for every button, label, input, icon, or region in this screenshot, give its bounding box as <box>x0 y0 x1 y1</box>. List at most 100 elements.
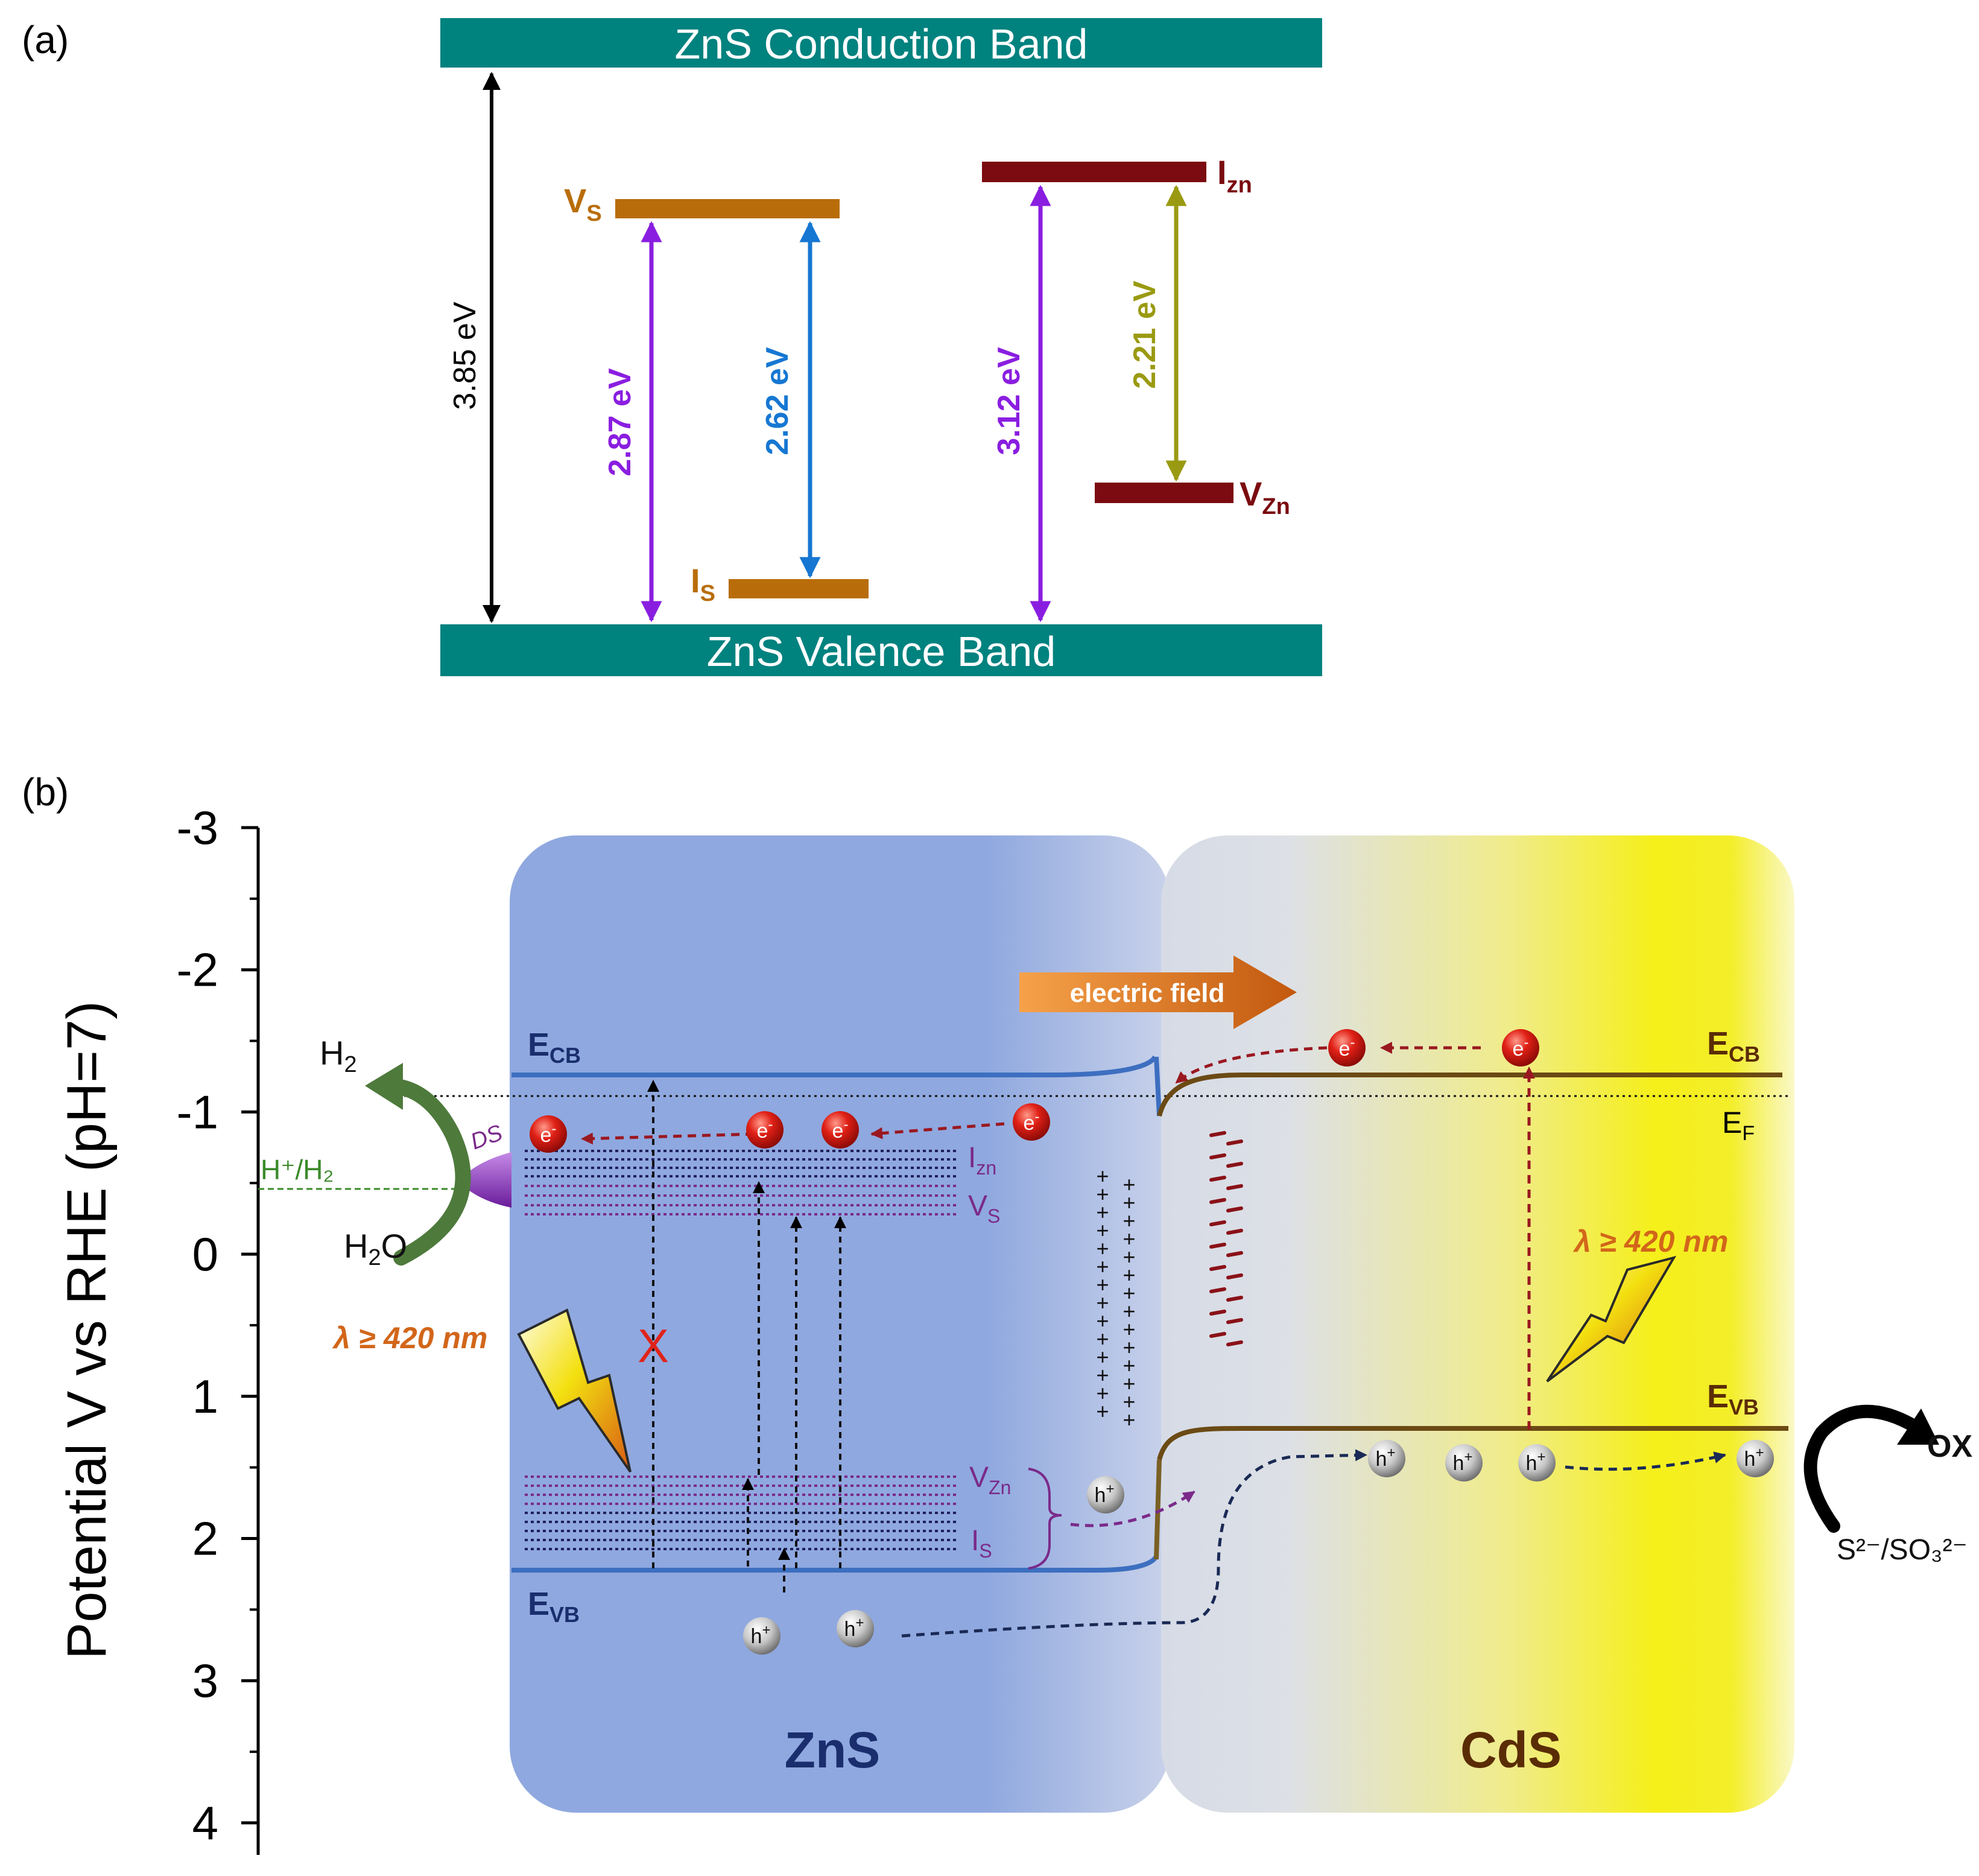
vs-defect-label: VS <box>968 1190 1000 1227</box>
zns-ecb-label: ECB <box>528 1027 581 1068</box>
positive-charge: + <box>1122 1389 1135 1414</box>
reduction-arrow-head <box>365 1063 403 1110</box>
cds-valence-band-edge <box>1157 1426 1788 1461</box>
transition-label-312: 3.12 eV <box>992 347 1027 455</box>
electron-symbol: e- <box>757 1117 773 1142</box>
negative-charge <box>1226 1273 1243 1279</box>
positive-charge: + <box>1122 1172 1135 1197</box>
electron <box>746 1111 784 1149</box>
zns-light-bolt <box>517 1308 632 1473</box>
negative-charge <box>1226 1206 1243 1212</box>
negative-charge <box>1209 1131 1226 1137</box>
vs-level <box>615 199 840 218</box>
panel-b-label: (b) <box>22 770 69 814</box>
positive-charge: + <box>1122 1263 1135 1287</box>
positive-charge: + <box>1096 1326 1109 1351</box>
zns-evb-label: EVB <box>528 1586 580 1627</box>
zns-excitation-arrows <box>647 1080 846 1592</box>
y-tick-label: 2 <box>192 1512 218 1565</box>
positive-charge: + <box>1096 1236 1109 1261</box>
negative-charge <box>1226 1340 1243 1346</box>
space-charge-region: + ++ ++ ++ ++ ++ ++ ++ ++ ++ ++ ++ ++ ++ + <box>1096 1131 1243 1432</box>
negative-charge <box>1209 1153 1226 1159</box>
positive-charge: + <box>1096 1290 1109 1315</box>
junction-valence-step <box>1154 1459 1162 1560</box>
y-tick-label: 1 <box>192 1370 218 1423</box>
positive-charge: + <box>1122 1299 1135 1323</box>
vzn-defect-label: VZn <box>969 1462 1011 1498</box>
vzn-level-label: VZn <box>1240 475 1290 519</box>
positive-charge: + <box>1096 1272 1109 1297</box>
sacrificial-agent-label: S²⁻/SO₃²⁻ <box>1837 1534 1968 1566</box>
positive-charge: + <box>1122 1407 1135 1432</box>
cds-region <box>1161 835 1794 1813</box>
electric-field-arrow <box>1019 955 1297 1029</box>
hole-symbol: h+ <box>1526 1449 1546 1475</box>
positive-charge: + <box>1096 1308 1109 1333</box>
vs-level-label: VS <box>564 182 602 226</box>
fermi-level-label: EF <box>1722 1106 1755 1145</box>
positive-charge: + <box>1122 1371 1135 1396</box>
transition-label-262: 2.62 eV <box>760 347 795 455</box>
electric-field-label: electric field <box>1070 978 1225 1008</box>
electron-symbol: e- <box>1339 1035 1355 1060</box>
h-plus-h2-label: H⁺/H₂ <box>261 1154 334 1185</box>
positive-charge: + <box>1096 1164 1109 1188</box>
electron-symbol: e- <box>832 1117 849 1142</box>
electron <box>1502 1029 1539 1066</box>
negative-charge <box>1226 1139 1243 1146</box>
holes: h+ h+ h+ h+ h+ h+ h+ <box>743 1440 1774 1655</box>
electron-symbol: e- <box>1024 1109 1040 1135</box>
electron-symbol: e- <box>1513 1035 1529 1060</box>
negative-charge <box>1226 1184 1243 1190</box>
electron-symbol: e- <box>540 1121 557 1147</box>
zns-conduction-band-edge <box>511 1055 1157 1077</box>
y-tick-label: -2 <box>177 943 218 997</box>
electron <box>1013 1103 1050 1141</box>
positive-charge: + <box>1096 1345 1109 1369</box>
band-gap-label: 3.85 eV <box>448 302 483 410</box>
electrons: e-e-e-e-e-e- <box>530 1029 1539 1153</box>
cds-material-label: CdS <box>1460 1722 1562 1778</box>
lower-defect-levels <box>525 1475 959 1550</box>
hole-symbol: h+ <box>1095 1481 1115 1507</box>
y-tick-label: -1 <box>177 1085 218 1138</box>
positive-charge: + <box>1096 1182 1109 1206</box>
valence-band-label: ZnS Valence Band <box>707 628 1056 675</box>
cds-light-bolt <box>1546 1255 1677 1383</box>
positive-charge: + <box>1096 1363 1109 1387</box>
y-axis-ticks: -3 -2 -1 0 1 2 3 4 <box>177 801 258 1849</box>
ds-cocatalyst <box>458 1152 511 1208</box>
negative-charge <box>1209 1287 1226 1293</box>
positive-charge: + <box>1096 1254 1109 1279</box>
negative-charge <box>1209 1176 1226 1182</box>
positive-charge: + <box>1122 1244 1135 1269</box>
y-tick-label: -3 <box>177 801 218 854</box>
oxidation-product-label: OX <box>1927 1429 1972 1464</box>
izn-level <box>982 162 1206 182</box>
zns-light-label: λ ≥ 420 nm <box>332 1321 487 1355</box>
cds-evb-label: EVB <box>1707 1378 1759 1419</box>
electron <box>530 1115 567 1153</box>
positive-charge: + <box>1122 1353 1135 1378</box>
positive-charge: + <box>1122 1226 1135 1251</box>
negative-charge <box>1226 1296 1243 1302</box>
positive-charge: + <box>1122 1317 1135 1342</box>
negative-charge <box>1209 1265 1226 1271</box>
positive-charge: + <box>1122 1190 1135 1215</box>
transition-label-287: 2.87 eV <box>603 368 638 477</box>
is-level <box>729 579 869 598</box>
hole-symbol: h+ <box>1376 1445 1396 1471</box>
y-tick-label: 4 <box>192 1796 218 1849</box>
hole-transfer-arrows <box>901 1449 1726 1638</box>
positive-charge: + <box>1122 1335 1135 1360</box>
transition-label-221: 2.21 eV <box>1127 280 1162 389</box>
y-tick-label: 0 <box>192 1228 218 1281</box>
h2o-reactant-label: H2O <box>344 1227 407 1270</box>
hole <box>1087 1476 1124 1513</box>
negative-charge <box>1226 1229 1243 1235</box>
zns-conduction-band <box>440 18 1322 68</box>
positive-charge: + <box>1096 1381 1109 1405</box>
h2-product-label: H2 <box>320 1034 357 1077</box>
